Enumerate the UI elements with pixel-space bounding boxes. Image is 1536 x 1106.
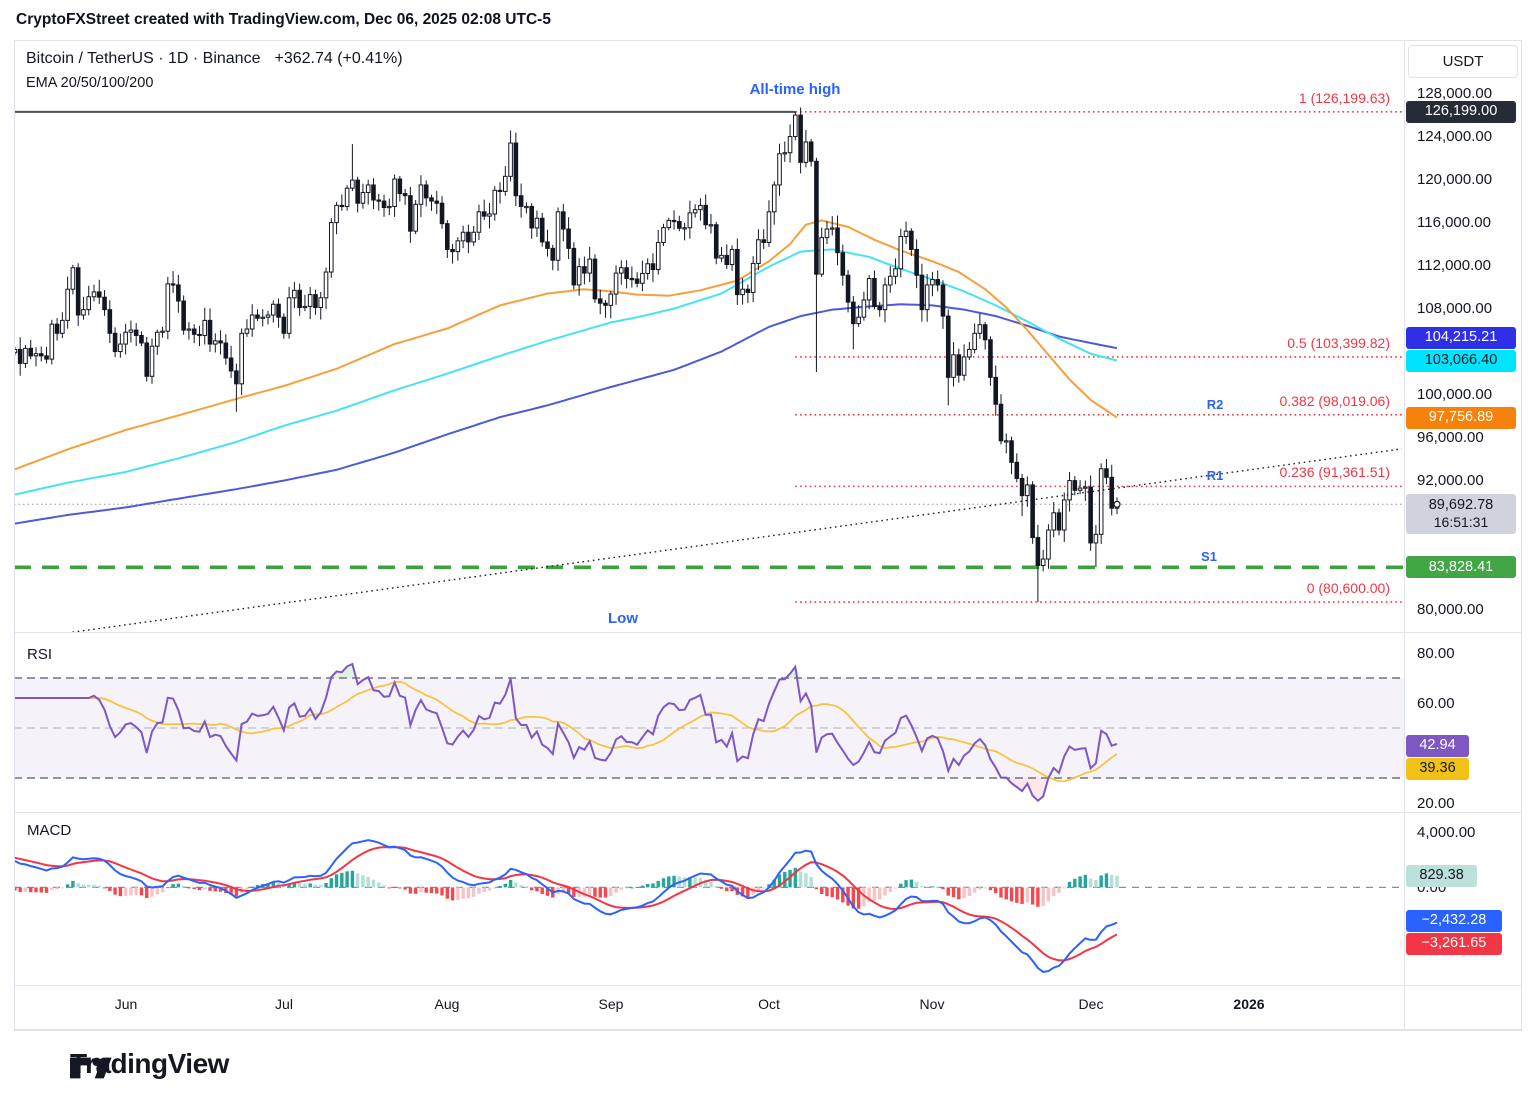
macd-pane-label: MACD	[27, 822, 72, 839]
rsi-pane[interactable]	[14, 662, 1404, 803]
price-tick: 124,000.00	[1417, 127, 1493, 145]
rsi-ma-badge: 39.36	[1406, 757, 1469, 780]
rsi-tick: 20.00	[1417, 795, 1455, 812]
time-label-jun[interactable]: Jun	[114, 996, 138, 1012]
pivot-label-s1: S1	[1201, 549, 1217, 565]
price-tick: 112,000.00	[1417, 256, 1491, 274]
fib-label-3: 0.236 (91,361.51)	[1279, 464, 1390, 481]
attribution-text: CryptoFXStreet created with TradingView.…	[16, 11, 551, 28]
rsi-pane-label: RSI	[27, 646, 53, 663]
last-price-badge: 89,692.78 16:51:31	[1406, 494, 1516, 535]
macd-histogram	[14, 867, 1119, 909]
rsi-line[interactable]	[14, 662, 1118, 803]
macd-line-badge: −2,432.28	[1406, 909, 1502, 932]
symbol-change: +362.74 (+0.41%)	[274, 50, 403, 67]
price-tick: 120,000.00	[1417, 170, 1493, 188]
ema50-badge: 97,756.89	[1406, 406, 1516, 429]
price-tick: 100,000.00	[1417, 385, 1493, 403]
rsi-tick: 80.00	[1417, 645, 1455, 662]
ema200-line[interactable]	[14, 303, 1118, 525]
low-label: Low	[608, 610, 638, 627]
fib-label-0: 1 (126,199.63)	[1298, 89, 1390, 106]
pivot-label-r1: R1	[1206, 468, 1224, 484]
ath-price-badge: 126,199.00	[1406, 100, 1516, 123]
rsi-tick: 60.00	[1417, 695, 1455, 712]
tradingview-logo[interactable]: TradingView	[70, 1048, 229, 1080]
symbol-title: Bitcoin / TetherUS · 1D · Binance	[26, 50, 261, 67]
rsi-oversold-fill	[14, 778, 1117, 801]
price-tick: 96,000.00	[1417, 428, 1484, 446]
symbol-title-row: Bitcoin / TetherUS · 1D · Binance +362.7…	[26, 50, 403, 68]
rsi-value-badge: 42.94	[1406, 734, 1469, 757]
time-label-jul[interactable]: Jul	[275, 996, 293, 1012]
ema200-badge: 104,215.21	[1406, 326, 1516, 349]
tradingview-logo-icon	[70, 1057, 112, 1079]
trendline[interactable]	[57, 448, 1402, 634]
price-pane[interactable]	[13, 107, 1404, 634]
fib-label-2: 0.382 (98,019.06)	[1279, 392, 1390, 409]
all-time-high-label: All-time high	[749, 81, 841, 98]
pivot-label-r2: R2	[1206, 396, 1224, 412]
macd-pane[interactable]	[13, 839, 1404, 973]
candlestick-series[interactable]	[13, 107, 1120, 603]
ema50-line[interactable]	[14, 219, 1118, 471]
time-label-aug[interactable]: Aug	[434, 996, 460, 1012]
macd-tick: 4,000.00	[1417, 824, 1476, 842]
fib-label-1: 0.5 (103,399.82)	[1287, 334, 1390, 351]
rsi-ma-line[interactable]	[14, 680, 1118, 783]
time-label-oct[interactable]: Oct	[758, 996, 780, 1012]
macd-line[interactable]	[14, 839, 1118, 973]
price-tick: 108,000.00	[1417, 299, 1493, 317]
macd-hist-badge: 829.38	[1406, 864, 1478, 887]
support-badge: 83,828.41	[1406, 556, 1516, 579]
macd-signal-line[interactable]	[14, 846, 1118, 962]
macd-signal-badge: −3,261.65	[1406, 932, 1502, 955]
fib-label-4: 0 (80,600.00)	[1306, 580, 1390, 597]
price-tick: 92,000.00	[1417, 471, 1484, 489]
time-label-sep[interactable]: Sep	[598, 996, 624, 1012]
ema100-badge: 103,066.40	[1406, 349, 1516, 372]
price-tick: 116,000.00	[1417, 213, 1491, 231]
time-label-dec[interactable]: Dec	[1078, 996, 1104, 1012]
currency-toggle-button[interactable]: USDT	[1408, 45, 1518, 78]
chart-card-border	[14, 40, 1522, 1030]
price-tick: 128,000.00	[1417, 84, 1493, 102]
price-tick: 80,000.00	[1417, 600, 1484, 618]
time-label-nov[interactable]: Nov	[919, 996, 945, 1012]
rsi-overbought-fill	[14, 664, 1117, 678]
time-label-2026[interactable]: 2026	[1233, 996, 1265, 1012]
indicator-label: EMA 20/50/100/200	[26, 75, 154, 91]
last-price-marker	[1113, 500, 1121, 508]
